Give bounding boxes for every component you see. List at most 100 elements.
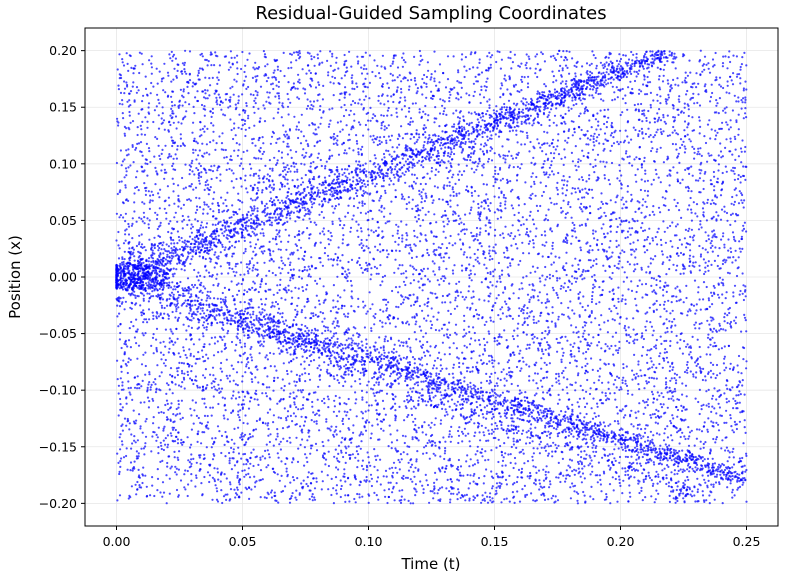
scatter-point: [170, 434, 173, 437]
scatter-point: [624, 405, 627, 408]
scatter-point: [615, 245, 618, 248]
scatter-point: [468, 465, 471, 468]
scatter-point: [714, 345, 717, 348]
scatter-point: [466, 454, 469, 457]
scatter-point: [228, 216, 231, 219]
scatter-point: [237, 413, 240, 416]
scatter-point: [649, 257, 653, 260]
scatter-point: [501, 177, 504, 180]
scatter-point: [499, 96, 502, 99]
scatter-point: [566, 58, 569, 61]
scatter-point: [171, 439, 174, 442]
scatter-point: [522, 223, 525, 226]
scatter-point: [628, 461, 631, 464]
scatter-point: [311, 108, 314, 111]
scatter-point: [739, 82, 742, 85]
scatter-point: [679, 138, 683, 141]
scatter-point: [241, 124, 244, 127]
scatter-point: [691, 145, 694, 148]
scatter-point: [632, 126, 635, 129]
scatter-point: [402, 59, 405, 62]
scatter-point: [428, 439, 431, 442]
scatter-point: [740, 63, 744, 66]
scatter-point: [457, 214, 460, 217]
scatter-point: [401, 240, 404, 243]
scatter-point: [119, 377, 122, 380]
scatter-point: [333, 207, 336, 210]
scatter-point: [354, 456, 357, 459]
scatter-point: [546, 107, 549, 110]
scatter-point: [670, 397, 673, 400]
scatter-point: [472, 146, 475, 149]
scatter-point: [683, 435, 686, 438]
scatter-point: [309, 452, 312, 455]
scatter-point: [313, 496, 316, 499]
scatter-point: [724, 165, 727, 168]
scatter-point: [210, 165, 213, 168]
scatter-point: [556, 145, 559, 148]
scatter-point: [492, 184, 495, 188]
scatter-point: [289, 149, 292, 152]
scatter-point: [351, 100, 355, 103]
scatter-point: [366, 451, 369, 454]
scatter-point: [359, 382, 362, 385]
scatter-point: [334, 394, 337, 398]
scatter-point: [652, 377, 656, 380]
scatter-point: [652, 329, 655, 332]
scatter-point: [745, 88, 748, 91]
scatter-point: [741, 456, 744, 460]
scatter-point: [297, 447, 300, 450]
scatter-point: [370, 229, 373, 232]
scatter-point: [490, 470, 493, 473]
scatter-point: [641, 346, 645, 349]
scatter-point: [409, 243, 412, 246]
scatter-point: [150, 344, 153, 347]
scatter-point: [690, 429, 693, 432]
scatter-point: [160, 169, 163, 172]
scatter-point: [558, 341, 561, 344]
scatter-point: [185, 356, 188, 359]
scatter-point: [257, 306, 260, 309]
scatter-point: [257, 403, 260, 406]
scatter-point: [257, 66, 261, 69]
scatter-point: [478, 215, 481, 218]
scatter-point: [600, 98, 603, 101]
scatter-point: [569, 497, 573, 500]
scatter-point: [285, 467, 288, 470]
scatter-point: [741, 272, 744, 275]
scatter-point: [300, 162, 303, 165]
scatter-point: [566, 241, 569, 244]
scatter-point: [391, 74, 394, 77]
scatter-point: [334, 197, 337, 200]
scatter-point: [726, 321, 729, 325]
scatter-point: [645, 382, 649, 385]
scatter-point: [424, 274, 427, 278]
scatter-point: [253, 111, 256, 114]
scatter-point: [500, 82, 503, 85]
scatter-point: [254, 376, 257, 379]
scatter-point: [602, 428, 605, 431]
scatter-point: [316, 347, 319, 350]
scatter-point: [741, 139, 744, 142]
scatter-point: [236, 54, 239, 57]
scatter-point: [366, 219, 369, 222]
scatter-point: [238, 419, 241, 422]
scatter-point: [430, 327, 433, 330]
scatter-point: [140, 385, 143, 388]
scatter-point: [426, 301, 429, 305]
scatter-point: [352, 205, 356, 208]
scatter-point: [614, 201, 617, 204]
scatter-point: [532, 447, 535, 450]
scatter-point: [699, 147, 702, 150]
scatter-point: [371, 138, 374, 141]
scatter-point: [317, 126, 320, 129]
scatter-point: [384, 222, 387, 225]
scatter-point: [171, 177, 174, 180]
scatter-point: [615, 386, 618, 389]
scatter-point: [578, 259, 581, 262]
scatter-point: [318, 429, 321, 432]
scatter-point: [186, 198, 189, 201]
scatter-point: [280, 297, 283, 300]
scatter-point: [356, 206, 359, 209]
scatter-point: [687, 189, 690, 193]
